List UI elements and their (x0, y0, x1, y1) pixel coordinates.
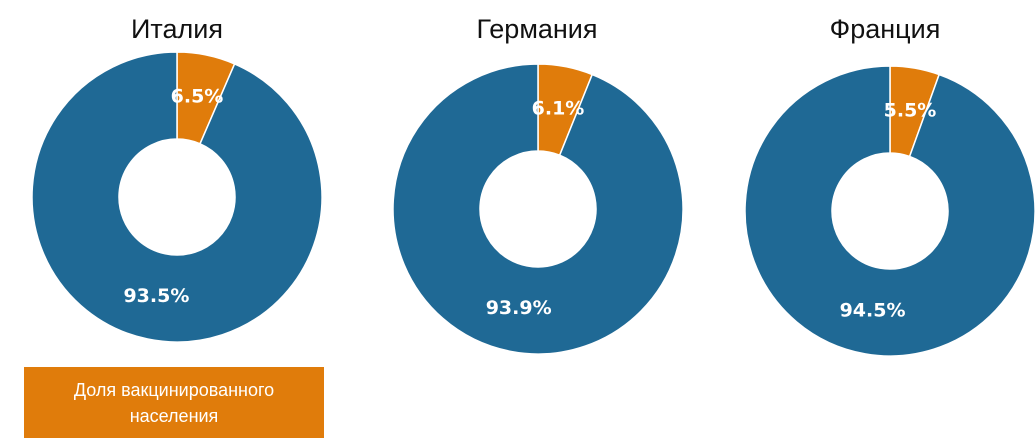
slice-label-france-vaccinated: 5.5% (884, 100, 937, 122)
slice-label-italy-rest: 93.5% (123, 285, 189, 307)
chart-title-france: Франция (829, 14, 941, 44)
slice-label-germany-rest: 93.9% (486, 297, 552, 319)
slice-label-france-rest: 94.5% (840, 299, 906, 321)
chart-title-italy: Италия (131, 14, 223, 44)
donut-chart-italy: 6.5% 93.5% (31, 51, 323, 343)
chart-title-germany: Германия (476, 14, 598, 44)
legend-label: Доля вакцинированного населения (73, 379, 275, 426)
donut-chart-france: 5.5% 94.5% (744, 65, 1036, 357)
slice-label-germany-vaccinated: 6.1% (532, 98, 585, 120)
slice-germany-rest (392, 63, 684, 355)
legend-vaccinated-share: Доля вакцинированного населения (24, 367, 324, 438)
slice-italy-rest (31, 51, 323, 343)
slice-label-italy-vaccinated: 6.5% (171, 86, 224, 108)
slice-france-rest (744, 65, 1036, 357)
donut-chart-germany: 6.1% 93.9% (392, 63, 684, 355)
